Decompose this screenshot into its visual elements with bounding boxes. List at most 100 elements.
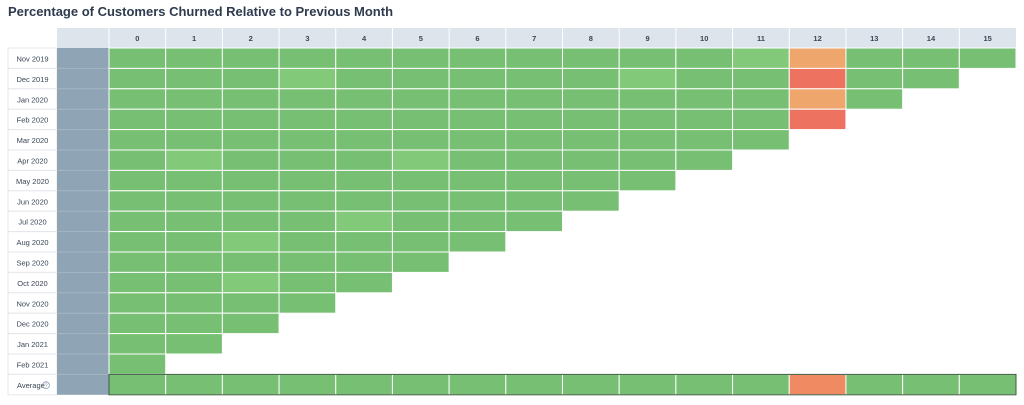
heatmap-cell: [278, 231, 337, 253]
average-cell: [845, 373, 904, 396]
heatmap-cell: [335, 108, 393, 131]
row-label-jan-2021: Jan 2021: [17, 340, 48, 349]
heatmap-cell: [675, 149, 734, 171]
heatmap-cell: [562, 149, 620, 171]
heatmap-cell: [788, 108, 847, 131]
heatmap-cell: [618, 129, 677, 151]
heatmap-cell: [165, 210, 223, 233]
column-label-5: 5: [419, 34, 423, 43]
heatmap-cell: [391, 251, 450, 273]
heatmap-cell: [448, 88, 507, 110]
heatmap-cell: [505, 88, 563, 110]
average-cell: [902, 373, 960, 396]
heatmap-cell: [675, 47, 734, 69]
heatmap-cell: [902, 47, 960, 69]
heatmap-cell: [562, 67, 620, 90]
heatmap-cell: [675, 67, 734, 90]
heatmap-cell: [562, 47, 620, 69]
heatmap-cell: [221, 210, 280, 233]
heatmap-cell: [278, 190, 337, 212]
heatmap-cell: [165, 271, 223, 294]
heatmap-cell: [505, 169, 563, 192]
heatmap-cell: [278, 271, 337, 294]
heatmap-cell: [505, 108, 563, 131]
heatmap-cell: [108, 67, 167, 90]
heatmap-cell: [505, 129, 563, 151]
heatmap-cell: [278, 88, 337, 110]
heatmap-cell: [732, 129, 790, 151]
heatmap-cell: [108, 169, 167, 192]
heatmap-cell: [165, 88, 223, 110]
heatmap-cell: [391, 108, 450, 131]
heatmap-cell: [618, 169, 677, 192]
row-label-sep-2020: Sep 2020: [16, 259, 48, 268]
heatmap-cell: [562, 88, 620, 110]
heatmap-cell: [845, 88, 904, 110]
heatmap-cell: [335, 231, 393, 253]
heatmap-cell: [448, 231, 507, 253]
heatmap-cell: [108, 271, 167, 294]
column-label-0: 0: [135, 34, 139, 43]
heatmap-cell: [278, 129, 337, 151]
row-label-oct-2020: Oct 2020: [17, 279, 47, 288]
heatmap-cell: [221, 149, 280, 171]
average-cell: [165, 373, 223, 396]
heatmap-cell: [618, 47, 677, 69]
average-cell: [221, 373, 280, 396]
average-cell: [788, 373, 847, 396]
column-label-14: 14: [927, 34, 936, 43]
heatmap-cell: [221, 129, 280, 151]
row-label-jul-2020: Jul 2020: [18, 218, 46, 227]
average-cell: [278, 373, 337, 396]
heatmap-cell: [221, 169, 280, 192]
heatmap-cell: [335, 129, 393, 151]
heatmap-cell: [165, 47, 223, 69]
row-label-nov-2019: Nov 2019: [16, 55, 48, 64]
heatmap-cell: [108, 88, 167, 110]
average-cell: [958, 373, 1017, 396]
column-label-4: 4: [362, 34, 367, 43]
column-label-13: 13: [870, 34, 878, 43]
column-label-8: 8: [589, 34, 593, 43]
heatmap-cell: [108, 47, 167, 69]
heatmap-cell: [448, 190, 507, 212]
heatmap-cell: [165, 333, 223, 355]
average-label: Average: [17, 381, 45, 390]
heatmap-cell: [335, 67, 393, 90]
heatmap-cell: [221, 47, 280, 69]
heatmap-cell: [108, 312, 167, 335]
heatmap-cell: [562, 190, 620, 212]
heatmap-cell: [165, 149, 223, 171]
heatmap-cell: [335, 169, 393, 192]
average-cell: [618, 373, 677, 396]
heatmap-cell: [562, 108, 620, 131]
heatmap-cell: [165, 129, 223, 151]
heatmap-cell: [221, 67, 280, 90]
row-label-feb-2021: Feb 2021: [17, 361, 49, 370]
heatmap-cell: [618, 108, 677, 131]
heatmap-cell: [391, 210, 450, 233]
heatmap-cell: [391, 169, 450, 192]
heatmap-cell: [845, 47, 904, 69]
heatmap-cell: [562, 129, 620, 151]
heatmap-cell: [221, 231, 280, 253]
heatmap-cell: [108, 292, 167, 314]
heatmap-cell: [618, 88, 677, 110]
column-label-2: 2: [249, 34, 253, 43]
heatmap-cell: [391, 190, 450, 212]
heatmap-cell: [221, 271, 280, 294]
heatmap-cell: [278, 251, 337, 273]
heatmap-cell: [108, 190, 167, 212]
heatmap-cell: [221, 292, 280, 314]
column-label-7: 7: [532, 34, 536, 43]
row-label-mar-2020: Mar 2020: [17, 136, 49, 145]
heatmap-cell: [335, 88, 393, 110]
heatmap-cell: [278, 169, 337, 192]
heatmap-cell: [108, 231, 167, 253]
heatmap-cell: [108, 333, 167, 355]
average-row-outline: [108, 373, 1017, 396]
heatmap-cell: [278, 47, 337, 69]
heatmap-cell: [221, 190, 280, 212]
heatmap-cell: [448, 47, 507, 69]
